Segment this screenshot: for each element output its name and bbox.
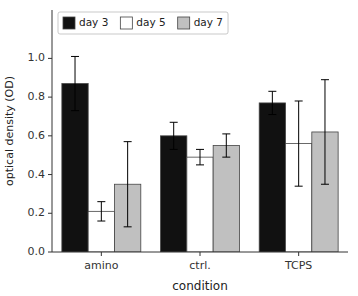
legend-item: day 7: [178, 16, 223, 29]
error-bar: [295, 101, 303, 186]
bar: [213, 146, 239, 252]
error-bar: [222, 134, 230, 157]
x-tick: [101, 252, 102, 256]
error-bar: [124, 142, 132, 227]
legend-frame: [58, 12, 228, 34]
legend-swatch: [178, 17, 190, 29]
y-tick: [48, 213, 52, 214]
plot-area: [62, 56, 338, 252]
legend-label: day 7: [194, 16, 223, 28]
legend: day 3 day 5 day 7: [58, 12, 228, 34]
error-bar: [321, 80, 329, 185]
y-tick: [48, 58, 52, 59]
error-bar: [196, 149, 204, 164]
error-bar: [71, 56, 79, 110]
legend-swatch: [120, 17, 132, 29]
x-tick-label: ctrl.: [189, 259, 210, 272]
y-tick: [48, 252, 52, 253]
y-tick: [48, 174, 52, 175]
error-bar: [170, 122, 178, 149]
x-tick-label: TCPS: [284, 259, 312, 272]
bar: [259, 103, 285, 252]
y-tick: [48, 135, 52, 136]
legend-label: day 5: [136, 16, 165, 28]
legend-item: day 5: [120, 16, 165, 29]
chart: 0.0 0.2 0.4 0.6 0.8 1.0 amino ctrl. TCPS conditio…: [0, 0, 358, 296]
x-tick: [298, 252, 299, 256]
y-tick-label: 0.6: [28, 129, 46, 142]
x-tick: [200, 252, 201, 256]
legend-item: day 3: [63, 16, 108, 29]
y-tick-label: 0.4: [28, 168, 46, 181]
error-bar: [97, 202, 105, 221]
bar: [187, 157, 213, 252]
y-axis-label: optical density (OD): [3, 76, 16, 186]
y-tick-label: 0.0: [28, 245, 46, 258]
x-axis-label: condition: [172, 279, 227, 293]
bar: [161, 136, 187, 252]
y-tick-label: 0.2: [28, 206, 46, 219]
y-axis-line: [52, 10, 53, 252]
y-tick-label: 0.8: [28, 90, 46, 103]
y-tick: [48, 97, 52, 98]
legend-swatch: [63, 17, 75, 29]
y-tick-label: 1.0: [28, 51, 46, 64]
x-tick-label: amino: [84, 259, 118, 272]
legend-label: day 3: [79, 16, 108, 28]
error-bar: [268, 91, 276, 114]
